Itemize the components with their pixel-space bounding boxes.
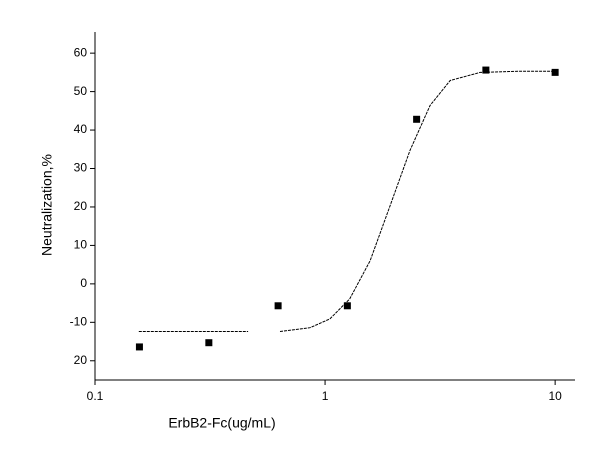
y-tick-label: 10 bbox=[74, 238, 88, 252]
y-tick-label: 40 bbox=[74, 122, 88, 136]
data-point bbox=[205, 339, 213, 347]
data-point bbox=[551, 68, 559, 76]
data-point bbox=[343, 302, 351, 310]
y-tick-label: 60 bbox=[74, 45, 88, 59]
y-tick-label: -10 bbox=[70, 314, 88, 328]
y-tick-label: 30 bbox=[74, 161, 88, 175]
x-tick-label: 1 bbox=[322, 389, 329, 403]
x-tick-label: 0.1 bbox=[87, 389, 104, 403]
x-axis-title: ErbB2-Fc(ug/mL) bbox=[168, 415, 275, 431]
data-point bbox=[413, 115, 421, 123]
y-axis-title: Neutralization,% bbox=[39, 154, 55, 256]
y-tick-label: 50 bbox=[74, 84, 88, 98]
fit-curve bbox=[138, 70, 556, 332]
data-point bbox=[135, 343, 143, 351]
y-tick-label: 20 bbox=[74, 353, 88, 367]
x-tick-label: 10 bbox=[548, 389, 562, 403]
data-point bbox=[274, 302, 282, 310]
y-tick-label: 0 bbox=[80, 276, 87, 290]
y-tick-label: 20 bbox=[74, 199, 88, 213]
data-point bbox=[482, 66, 490, 74]
